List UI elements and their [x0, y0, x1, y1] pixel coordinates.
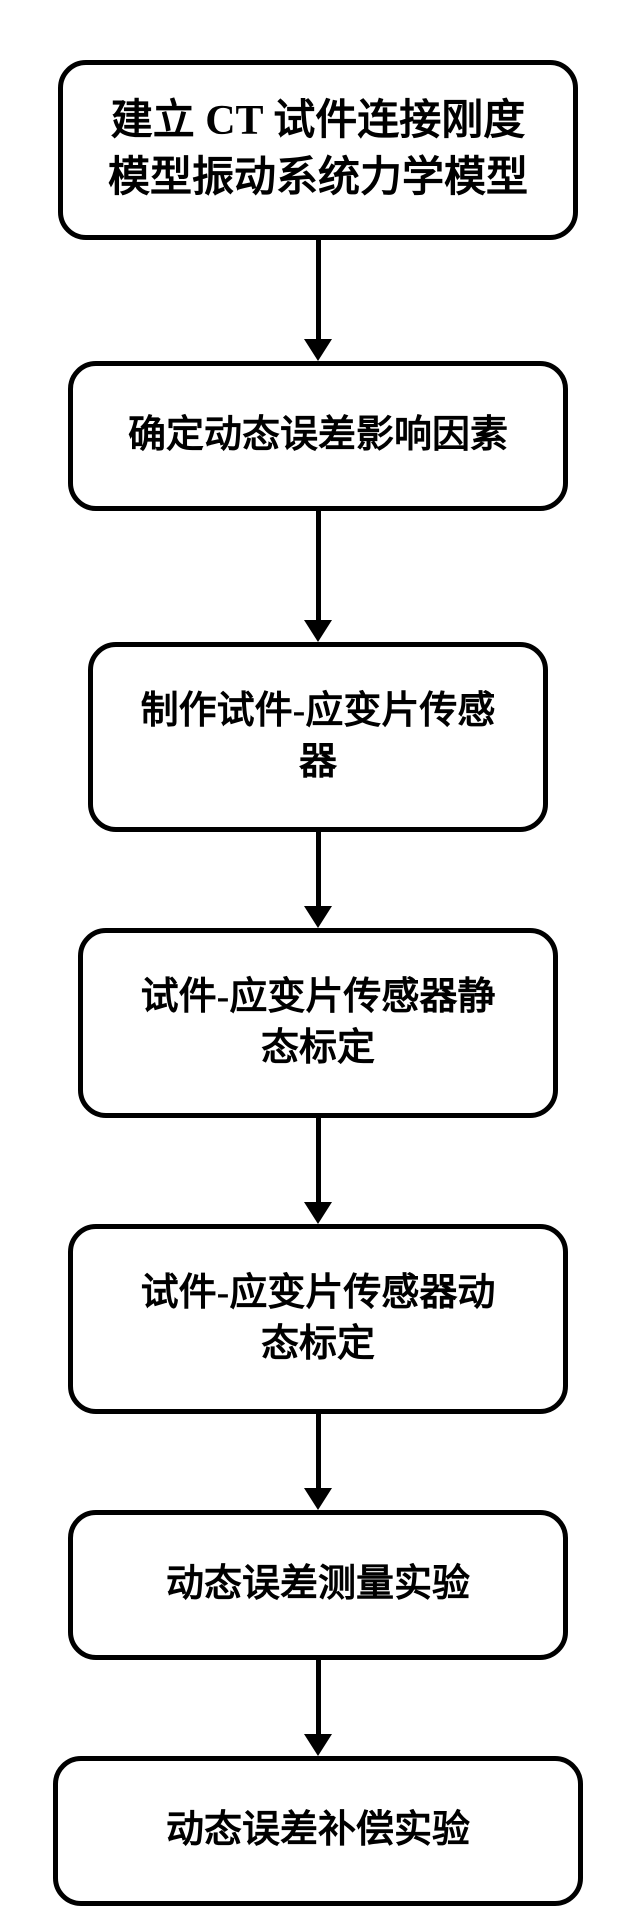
node-text-line: 模型振动系统力学模型: [108, 150, 528, 207]
node-text-line: 态标定: [141, 1023, 496, 1074]
node-text-line: 动态误差测量实验: [166, 1559, 470, 1610]
node-text-line: 动态误差补偿实验: [166, 1805, 470, 1856]
flowchart-arrow: [304, 240, 332, 361]
arrow-head-icon: [304, 906, 332, 928]
flowchart-node-2: 确定动态误差影响因素: [68, 361, 568, 511]
arrow-head-icon: [304, 620, 332, 642]
node-text-line: 试件-应变片传感器静: [141, 972, 496, 1023]
flowchart-node-7: 动态误差补偿实验: [53, 1756, 583, 1906]
flowchart-node-1: 建立 CT 试件连接刚度 模型振动系统力学模型: [58, 60, 578, 240]
flowchart-arrow: [304, 1118, 332, 1224]
arrow-line: [316, 1118, 321, 1203]
node-text-line: 态标定: [141, 1319, 496, 1370]
arrow-line: [316, 1660, 321, 1735]
node-text-line: 确定动态误差影响因素: [128, 410, 508, 461]
flowchart-container: 建立 CT 试件连接刚度 模型振动系统力学模型 确定动态误差影响因素 制作试件-…: [0, 60, 636, 1906]
flowchart-arrow: [304, 1414, 332, 1510]
arrow-head-icon: [304, 1734, 332, 1756]
node-text-line: 建立 CT 试件连接刚度: [108, 93, 528, 150]
arrow-head-icon: [304, 1202, 332, 1224]
node-text-line: 器: [141, 737, 496, 788]
arrow-line: [316, 1414, 321, 1489]
flowchart-node-4: 试件-应变片传感器静 态标定: [78, 928, 558, 1118]
node-text-line: 试件-应变片传感器动: [141, 1268, 496, 1319]
flowchart-arrow: [304, 1660, 332, 1756]
flowchart-arrow: [304, 511, 332, 642]
arrow-line: [316, 832, 321, 907]
flowchart-node-5: 试件-应变片传感器动 态标定: [68, 1224, 568, 1414]
flowchart-node-3: 制作试件-应变片传感 器: [88, 642, 548, 832]
node-text-line: 制作试件-应变片传感: [141, 686, 496, 737]
arrow-head-icon: [304, 339, 332, 361]
flowchart-node-6: 动态误差测量实验: [68, 1510, 568, 1660]
arrow-head-icon: [304, 1488, 332, 1510]
arrow-line: [316, 240, 321, 340]
arrow-line: [316, 511, 321, 621]
flowchart-arrow: [304, 832, 332, 928]
